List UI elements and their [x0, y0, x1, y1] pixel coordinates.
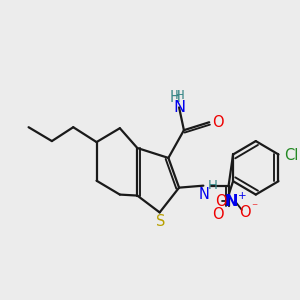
Text: O: O [214, 194, 226, 208]
Text: O: O [239, 206, 250, 220]
Text: H: H [175, 89, 185, 102]
Text: O: O [212, 207, 224, 222]
Text: O: O [212, 115, 224, 130]
Text: +: + [238, 191, 247, 201]
Text: ⁻: ⁻ [251, 202, 258, 214]
Text: S: S [156, 214, 165, 229]
Text: H: H [208, 179, 218, 192]
Text: N: N [199, 187, 210, 202]
Text: N: N [224, 194, 238, 208]
Text: Cl: Cl [284, 148, 298, 163]
Text: H: H [170, 90, 181, 105]
Text: N: N [173, 100, 185, 115]
